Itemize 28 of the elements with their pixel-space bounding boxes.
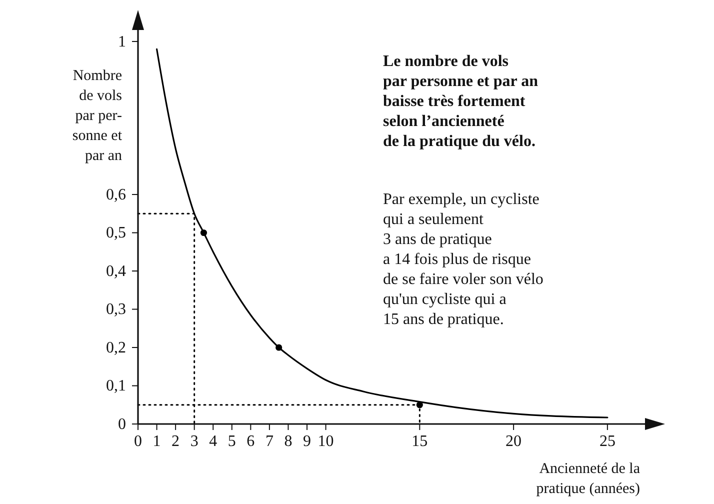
y-tick-label: 0,1 [106, 378, 126, 395]
x-tick-label: 1 [152, 433, 161, 450]
x-tick-label: 7 [265, 433, 274, 450]
y-tick-label: 0,4 [106, 262, 126, 280]
x-tick-label: 25 [599, 433, 616, 450]
point [276, 344, 282, 351]
x-tick-label: 9 [303, 433, 311, 450]
x-tick-label: 20 [506, 433, 522, 450]
x-tick-label: 8 [284, 433, 292, 450]
x-tick-label: 15 [412, 433, 428, 450]
point [200, 229, 208, 236]
y-tick-label: 0,3 [106, 301, 126, 318]
x-tick-label: 4 [209, 433, 218, 450]
text: Le nombre de vols par personne et par an baisse très fortement selon l’ancienneté de la pratique du vélo. [383, 53, 538, 150]
x-tick-label: 5 [228, 433, 236, 450]
y-tick-label: 1 [118, 33, 126, 50]
annotation: Par exemple, un cycliste qui a seulement 3 ans de pratique a 14 fois plus de risque de se faire voler son vélo qu'un cycliste qui a 15 ans de pratique. [383, 191, 544, 328]
y-tick-label: 0,5 [106, 224, 126, 242]
y-tick-label: 0,2 [106, 339, 126, 356]
y-axis-title: Nombre de vols par per- sonne et par an [72, 68, 123, 164]
x-tick-label: 6 [246, 433, 255, 450]
x-axis-title: Ancienneté de la pratique (années) [536, 461, 640, 497]
y-tick-label: 0 [118, 416, 126, 433]
x-tick-label: 3 [190, 433, 198, 450]
x-tick-label: 10 [318, 433, 334, 450]
y-tick-label: 0,6 [106, 186, 126, 204]
x-tick-label: 0 [134, 433, 142, 450]
x-tick-label: 2 [172, 433, 180, 450]
